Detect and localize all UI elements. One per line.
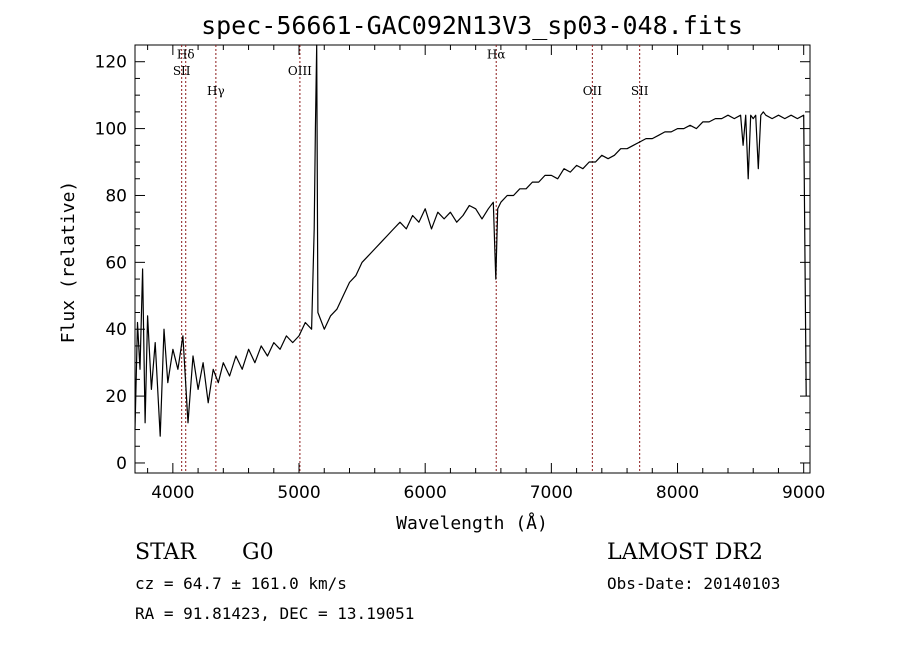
plot-frame <box>134 44 811 474</box>
spectrum-chart: spec-56661-GAC092N13V3_sp03-048.fits Wav… <box>58 11 825 534</box>
x-tick-label: 8000 <box>656 483 699 503</box>
y-tick-label: 80 <box>105 186 127 206</box>
emission-line-label: OIII <box>288 64 312 78</box>
y-tick-label: 40 <box>105 320 127 340</box>
x-tick-label: 9000 <box>782 483 825 503</box>
subclass-label: G0 <box>242 540 274 565</box>
emission-line-label: Hα <box>487 47 506 61</box>
emission-line-label: OII <box>583 84 603 98</box>
emission-line-label: Hδ <box>177 47 195 61</box>
x-tick-label: 4000 <box>151 483 194 503</box>
x-tick-label: 6000 <box>404 483 447 503</box>
y-tick-label: 20 <box>105 387 127 407</box>
x-axis-label: Wavelength (Å) <box>396 512 548 534</box>
class-label: STAR <box>135 540 196 565</box>
x-tick-label: 5000 <box>277 483 320 503</box>
y-tick-label: 100 <box>95 120 127 140</box>
redshift-text: cz = 64.7 ± 161.0 km/s <box>135 574 347 593</box>
y-tick-label: 0 <box>116 454 127 474</box>
spectrum-line <box>134 44 807 437</box>
emission-line-label: SII <box>173 64 191 78</box>
emission-line-label: SII <box>631 84 649 98</box>
y-axis-label: Flux (relative) <box>58 181 79 344</box>
obs-date-text: Obs-Date: 20140103 <box>607 574 781 593</box>
coordinates-text: RA = 91.81423, DEC = 13.19051 <box>135 604 415 623</box>
y-tick-label: 120 <box>95 53 127 73</box>
y-tick-label: 60 <box>105 253 127 273</box>
x-tick-label: 7000 <box>530 483 573 503</box>
emission-line-label: Hγ <box>207 84 225 98</box>
survey-label: LAMOST DR2 <box>607 540 763 565</box>
chart-title: spec-56661-GAC092N13V3_sp03-048.fits <box>201 11 743 40</box>
